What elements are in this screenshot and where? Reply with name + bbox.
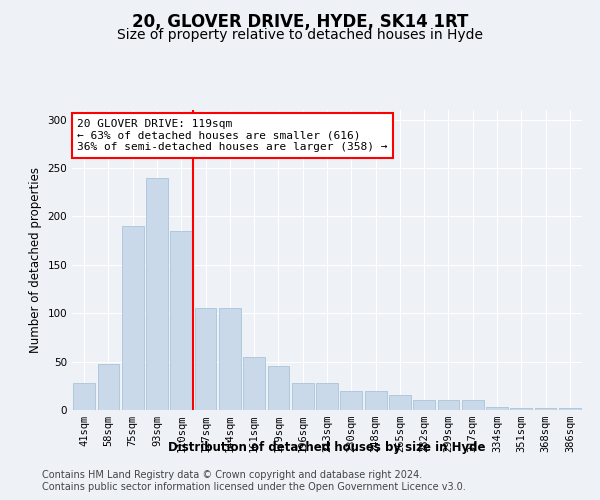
Bar bbox=[316, 383, 338, 410]
Bar bbox=[511, 408, 532, 410]
Bar bbox=[535, 408, 556, 410]
Bar bbox=[122, 226, 143, 410]
Bar bbox=[413, 400, 435, 410]
Text: Distribution of detached houses by size in Hyde: Distribution of detached houses by size … bbox=[168, 441, 486, 454]
Bar bbox=[462, 400, 484, 410]
Bar bbox=[146, 178, 168, 410]
Bar bbox=[437, 400, 460, 410]
Bar bbox=[194, 308, 217, 410]
Bar bbox=[243, 357, 265, 410]
Bar bbox=[389, 396, 411, 410]
Bar bbox=[365, 390, 386, 410]
Bar bbox=[73, 383, 95, 410]
Bar bbox=[486, 407, 508, 410]
Bar bbox=[340, 390, 362, 410]
Text: 20, GLOVER DRIVE, HYDE, SK14 1RT: 20, GLOVER DRIVE, HYDE, SK14 1RT bbox=[132, 12, 468, 30]
Bar bbox=[219, 308, 241, 410]
Bar bbox=[292, 383, 314, 410]
Text: Contains public sector information licensed under the Open Government Licence v3: Contains public sector information licen… bbox=[42, 482, 466, 492]
Bar bbox=[97, 364, 119, 410]
Text: Size of property relative to detached houses in Hyde: Size of property relative to detached ho… bbox=[117, 28, 483, 42]
Text: 20 GLOVER DRIVE: 119sqm
← 63% of detached houses are smaller (616)
36% of semi-d: 20 GLOVER DRIVE: 119sqm ← 63% of detache… bbox=[77, 119, 388, 152]
Bar bbox=[268, 366, 289, 410]
Bar bbox=[559, 408, 581, 410]
Bar bbox=[170, 231, 192, 410]
Text: Contains HM Land Registry data © Crown copyright and database right 2024.: Contains HM Land Registry data © Crown c… bbox=[42, 470, 422, 480]
Y-axis label: Number of detached properties: Number of detached properties bbox=[29, 167, 42, 353]
